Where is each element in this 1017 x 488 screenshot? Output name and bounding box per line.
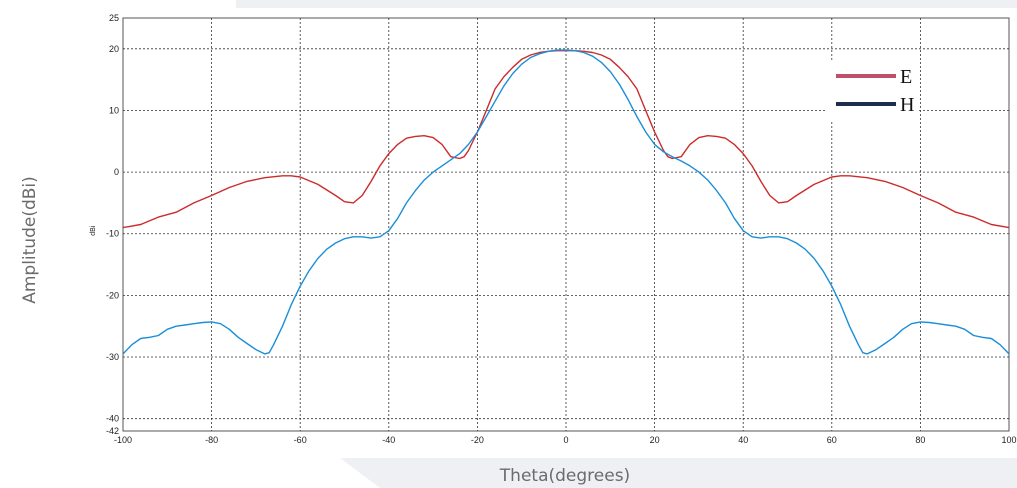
y-tick-label: 20 bbox=[109, 44, 119, 54]
x-tick-labels: -100 -80 -60 -40 -20 0 20 40 60 80 100 bbox=[114, 435, 1017, 445]
legend-label-E: E bbox=[900, 66, 912, 88]
y-tick-label: 10 bbox=[109, 105, 119, 115]
inner-unit-label: dBi bbox=[90, 225, 97, 236]
series-layer bbox=[122, 49, 1010, 355]
legend-label-H: H bbox=[900, 94, 914, 116]
x-tick-label: -20 bbox=[471, 435, 484, 445]
x-tick-label: 60 bbox=[827, 435, 837, 445]
y-tick-label: -10 bbox=[106, 229, 119, 239]
x-tick-label: 80 bbox=[915, 435, 925, 445]
x-tick-label: 0 bbox=[563, 435, 568, 445]
series-H-line bbox=[122, 49, 1010, 355]
x-tick-label: -40 bbox=[382, 435, 395, 445]
x-tick-label: 100 bbox=[1001, 435, 1016, 445]
y-tick-label: -40 bbox=[106, 414, 119, 424]
x-tick-label: 40 bbox=[738, 435, 748, 445]
x-tick-label: -80 bbox=[205, 435, 218, 445]
x-tick-label: -100 bbox=[114, 435, 132, 445]
y-tick-label: -20 bbox=[106, 290, 119, 300]
y-tick-labels: -42 -40 -30 -20 -10 0 10 20 25 bbox=[106, 13, 119, 436]
decorative-bottom-band bbox=[340, 458, 1017, 488]
y-tick-label: -30 bbox=[106, 352, 119, 362]
x-tick-label: 20 bbox=[650, 435, 660, 445]
x-axis-title: Theta(degrees) bbox=[499, 466, 631, 486]
decorative-top-band bbox=[236, 0, 1017, 8]
grid-lines bbox=[123, 18, 1009, 431]
y-tick-label: 0 bbox=[114, 167, 119, 177]
x-tick-label: -60 bbox=[294, 435, 307, 445]
legend-box bbox=[826, 62, 918, 120]
y-tick-label: -42 bbox=[106, 426, 119, 436]
y-tick-label: 25 bbox=[109, 13, 119, 23]
legend: EH bbox=[826, 62, 918, 120]
